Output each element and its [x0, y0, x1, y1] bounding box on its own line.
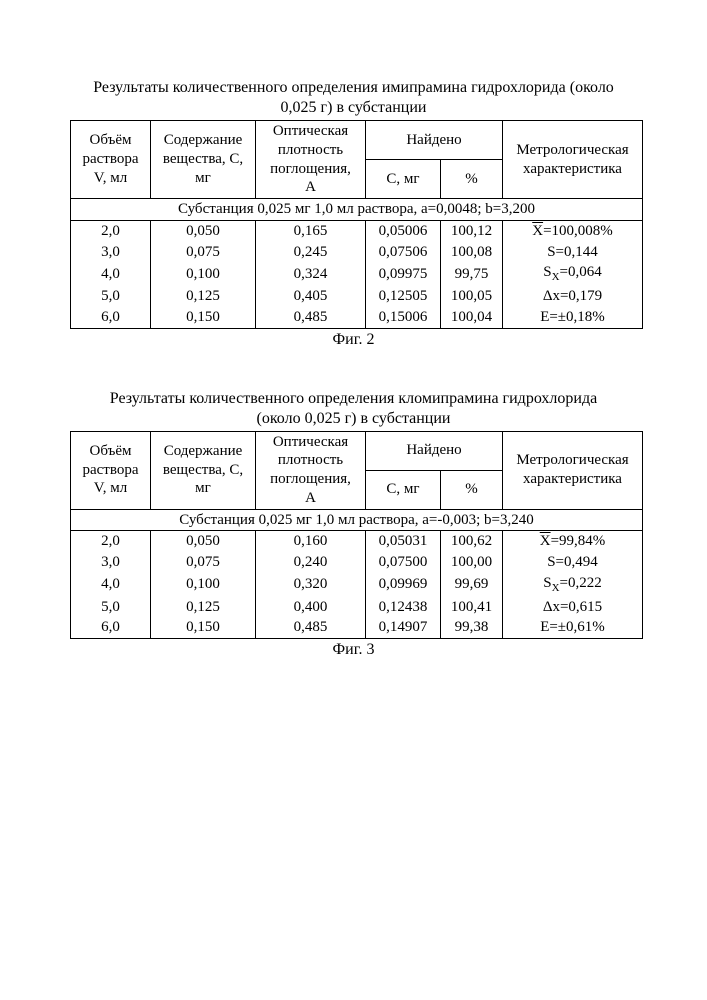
t2-r0-a: 0,165	[256, 220, 366, 241]
table-row: 6,0 0,150 0,485 0,15006 100,04 E=±0,18%	[71, 307, 643, 328]
t3-h-col1: ОбъёмраствораV, мл	[71, 431, 151, 509]
t3-r1-c: 0,075	[151, 552, 256, 573]
t2-r4-cmg: 0,15006	[366, 307, 441, 328]
t3-substance-row: Субстанция 0,025 мг 1,0 мл раствора, a=-…	[71, 509, 643, 531]
t2-r1-c: 0,075	[151, 242, 256, 263]
t2-r4-m: E=±0,18%	[503, 307, 643, 328]
table2-title-line2: 0,025 г) в субстанции	[281, 99, 427, 116]
t2-r1-m: S=0,144	[503, 242, 643, 263]
t3-r0-c: 0,050	[151, 531, 256, 552]
t3-r4-a: 0,485	[256, 617, 366, 638]
table2-title-line1: Результаты количественного определения и…	[93, 79, 614, 96]
t3-r1-a: 0,240	[256, 552, 366, 573]
t3-r4-c: 0,150	[151, 617, 256, 638]
table3-caption: Фиг. 3	[70, 641, 637, 659]
t3-r3-m: Δx=0,615	[503, 597, 643, 618]
t3-r4-v: 6,0	[71, 617, 151, 638]
t2-h-col1: ОбъёмраствораV, мл	[71, 121, 151, 199]
t3-r2-c: 0,100	[151, 573, 256, 597]
t3-h-col4: C, мг	[366, 470, 441, 509]
t2-r4-v: 6,0	[71, 307, 151, 328]
t2-r0-v: 2,0	[71, 220, 151, 241]
t2-r3-c: 0,125	[151, 286, 256, 307]
t3-r4-cmg: 0,14907	[366, 617, 441, 638]
t2-r3-cmg: 0,12505	[366, 286, 441, 307]
t3-r3-v: 5,0	[71, 597, 151, 618]
t3-r2-pct: 99,69	[441, 573, 503, 597]
document-page: Результаты количественного определения и…	[0, 0, 707, 1000]
t2-r1-a: 0,245	[256, 242, 366, 263]
t3-r3-c: 0,125	[151, 597, 256, 618]
t2-h-col6: Метрологическаяхарактеристика	[503, 121, 643, 199]
t2-h-col3: Оптическаяплотностьпоглощения,A	[256, 121, 366, 199]
t2-r4-c: 0,150	[151, 307, 256, 328]
t2-r2-a: 0,324	[256, 262, 366, 286]
t2-r3-pct: 100,05	[441, 286, 503, 307]
t3-r4-m: E=±0,61%	[503, 617, 643, 638]
t2-r0-cmg: 0,05006	[366, 220, 441, 241]
table-row: 2,0 0,050 0,165 0,05006 100,12 X=100,008…	[71, 220, 643, 241]
table2-caption: Фиг. 2	[70, 331, 637, 349]
t3-r3-a: 0,400	[256, 597, 366, 618]
t3-r3-pct: 100,41	[441, 597, 503, 618]
table2-title: Результаты количественного определения и…	[70, 78, 637, 118]
t2-substance-row: Субстанция 0,025 мг 1,0 мл раствора, a=0…	[71, 199, 643, 221]
t2-h-col2: Содержаниевещества, C,мг	[151, 121, 256, 199]
t3-h-col5: %	[441, 470, 503, 509]
t2-r1-cmg: 0,07506	[366, 242, 441, 263]
t2-r1-v: 3,0	[71, 242, 151, 263]
t2-r2-pct: 99,75	[441, 262, 503, 286]
t2-r2-c: 0,100	[151, 262, 256, 286]
t3-r1-cmg: 0,07500	[366, 552, 441, 573]
t2-r3-a: 0,405	[256, 286, 366, 307]
t2-r0-c: 0,050	[151, 220, 256, 241]
t2-r2-cmg: 0,09975	[366, 262, 441, 286]
t2-r0-m: X=100,008%	[503, 220, 643, 241]
table-row: 3,0 0,075 0,245 0,07506 100,08 S=0,144	[71, 242, 643, 263]
t3-r1-pct: 100,00	[441, 552, 503, 573]
table-row: 4,0 0,100 0,324 0,09975 99,75 SX=0,064	[71, 262, 643, 286]
t2-r1-pct: 100,08	[441, 242, 503, 263]
t2-h-col5: %	[441, 160, 503, 199]
t3-h-col3: Оптическаяплотностьпоглощения,A	[256, 431, 366, 509]
t3-r2-cmg: 0,09969	[366, 573, 441, 597]
table-row: 6,0 0,150 0,485 0,14907 99,38 E=±0,61%	[71, 617, 643, 638]
t2-r2-v: 4,0	[71, 262, 151, 286]
t2-r0-pct: 100,12	[441, 220, 503, 241]
table3-title-line2: (около 0,025 г) в субстанции	[257, 410, 451, 427]
t3-r0-cmg: 0,05031	[366, 531, 441, 552]
table2: ОбъёмраствораV, мл Содержаниевещества, C…	[70, 120, 643, 329]
table3-title-line1: Результаты количественного определения к…	[110, 390, 597, 407]
table-row: 3,0 0,075 0,240 0,07500 100,00 S=0,494	[71, 552, 643, 573]
table-row: 4,0 0,100 0,320 0,09969 99,69 SX=0,222	[71, 573, 643, 597]
table3: ОбъёмраствораV, мл Содержаниевещества, C…	[70, 431, 643, 640]
t3-r2-v: 4,0	[71, 573, 151, 597]
t2-r4-a: 0,485	[256, 307, 366, 328]
table-row: 5,0 0,125 0,405 0,12505 100,05 Δx=0,179	[71, 286, 643, 307]
t2-r2-m: SX=0,064	[503, 262, 643, 286]
t3-r0-m: X=99,84%	[503, 531, 643, 552]
t3-r0-pct: 100,62	[441, 531, 503, 552]
t3-r1-v: 3,0	[71, 552, 151, 573]
table-row: 2,0 0,050 0,160 0,05031 100,62 X=99,84%	[71, 531, 643, 552]
t3-r4-pct: 99,38	[441, 617, 503, 638]
table-row: 5,0 0,125 0,400 0,12438 100,41 Δx=0,615	[71, 597, 643, 618]
t2-h-col4: C, мг	[366, 160, 441, 199]
t2-r3-v: 5,0	[71, 286, 151, 307]
table3-title: Результаты количественного определения к…	[70, 389, 637, 429]
t3-r2-m: SX=0,222	[503, 573, 643, 597]
t3-h-col2: Содержаниевещества, C,мг	[151, 431, 256, 509]
t3-r3-cmg: 0,12438	[366, 597, 441, 618]
t3-r2-a: 0,320	[256, 573, 366, 597]
t3-r0-v: 2,0	[71, 531, 151, 552]
t3-r1-m: S=0,494	[503, 552, 643, 573]
t3-h-col45: Найдено	[366, 431, 503, 470]
t2-h-col45: Найдено	[366, 121, 503, 160]
t2-r4-pct: 100,04	[441, 307, 503, 328]
t3-h-col6: Метрологическаяхарактеристика	[503, 431, 643, 509]
t2-r3-m: Δx=0,179	[503, 286, 643, 307]
t3-r0-a: 0,160	[256, 531, 366, 552]
